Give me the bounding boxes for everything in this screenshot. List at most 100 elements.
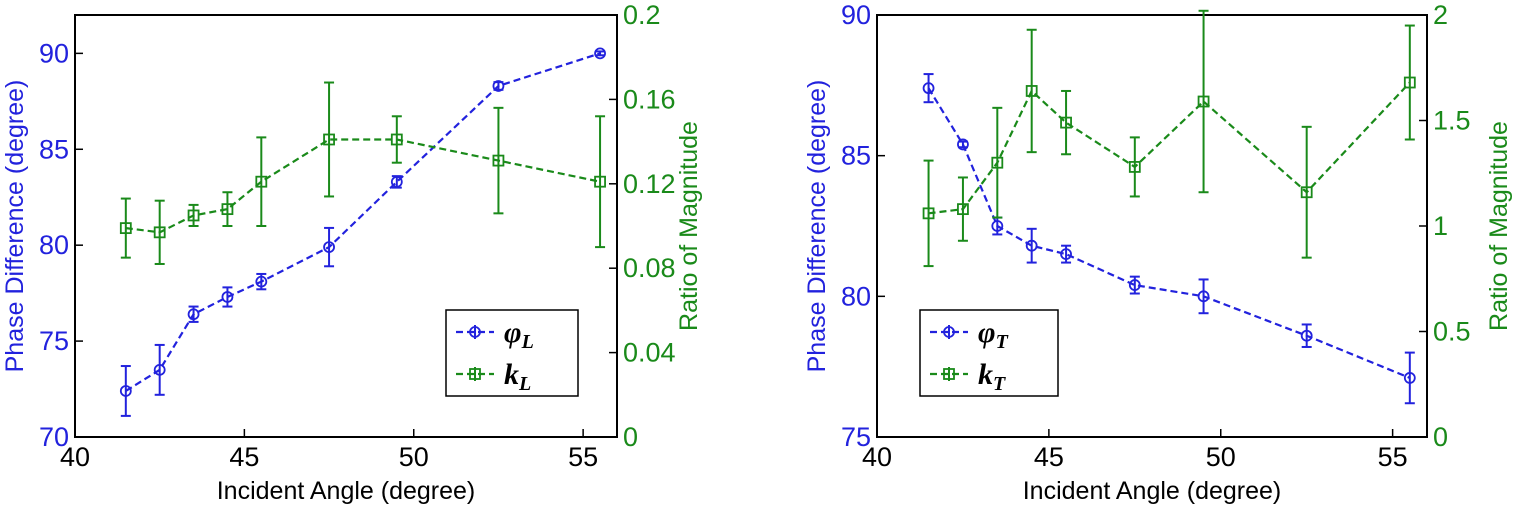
x-tick-label: 55 (568, 442, 598, 472)
right-tick-label: 2 (1433, 0, 1448, 30)
data-point-circle (390, 175, 403, 188)
data-point-circle (1300, 329, 1313, 342)
legend-marker-circle (943, 326, 955, 338)
data-point-square (1197, 95, 1210, 108)
data-point-circle (1197, 290, 1210, 303)
data-point-circle (957, 138, 969, 151)
data-point-square (1025, 85, 1038, 97)
right-tick-label: 0.12 (623, 169, 676, 199)
chart-right-transverse: 75 80 85 90 0 0.5 1 1.5 2 40 45 50 55 Incident Angle … (803, 0, 1513, 505)
left-tick-label: 90 (841, 0, 871, 30)
x-tick-label: 50 (399, 442, 429, 472)
left-tick-label: 85 (841, 141, 871, 171)
left-tick-label: 90 (39, 38, 69, 68)
legend-subscript: T (993, 373, 1006, 395)
left-axis-label: Phase Difference (degree) (1, 80, 29, 373)
left-tick-label: 85 (39, 134, 69, 164)
legend-entry: kL (456, 358, 531, 395)
data-point-square (957, 203, 969, 216)
right-tick-label: 0.08 (623, 253, 676, 283)
data-point-square (1300, 186, 1313, 199)
data-point-circle (1403, 372, 1416, 384)
legend-entry: φT (930, 316, 1009, 353)
legend-symbol: φ (978, 316, 996, 349)
right-tick-label: 0 (623, 422, 638, 452)
legend-symbol: k (504, 358, 519, 391)
legend-symbol: k (978, 358, 993, 391)
legend-label: kL (504, 358, 531, 395)
data-point-circle (255, 275, 268, 288)
legend-marker-circle (469, 326, 481, 338)
series-phase-difference (119, 47, 606, 417)
data-point-square (922, 207, 935, 220)
data-point-circle (153, 363, 166, 376)
data-point-circle (492, 80, 505, 92)
right-axis-label: Ratio of Magnitude (1485, 121, 1513, 331)
data-point-square (119, 222, 132, 235)
x-tick-label: 45 (229, 442, 259, 472)
left-tick-label: 70 (39, 422, 69, 452)
data-point-square (187, 209, 200, 222)
data-point-circle (1025, 239, 1038, 252)
x-tick-label: 50 (1206, 442, 1236, 472)
data-point-circle (991, 220, 1004, 232)
legend-symbol: φ (504, 316, 522, 349)
data-point-square (255, 175, 268, 188)
series-ratio-of-magnitude (119, 81, 606, 265)
data-point-circle (323, 241, 335, 254)
right-axis-label: Ratio of Magnitude (675, 121, 703, 331)
x-tick-label: 40 (60, 442, 90, 472)
right-tick-label: 1 (1433, 211, 1448, 241)
legend-subscript: T (996, 331, 1009, 353)
right-tick-label: 0 (1433, 422, 1448, 452)
data-point-square (390, 133, 403, 146)
x-axis-label: Incident Angle (degree) (217, 477, 476, 505)
series-ratio-of-magnitude (922, 9, 1416, 268)
left-tick-label: 80 (39, 230, 69, 260)
legend-marker-square (469, 368, 481, 380)
series-line (928, 81, 1411, 215)
data-point-square (594, 175, 606, 188)
legend-label: φL (504, 316, 534, 353)
legend-marker-square (943, 368, 955, 380)
data-point-circle (1128, 279, 1141, 291)
x-tick-label: 55 (1378, 442, 1408, 472)
series-line (125, 138, 601, 234)
data-point-circle (922, 82, 935, 95)
data-point-square (1060, 116, 1072, 129)
legend-entry: kT (930, 358, 1006, 395)
legend-subscript: L (518, 373, 531, 395)
right-tick-label: 0.5 (1433, 317, 1471, 347)
legend-subscript: L (521, 331, 534, 353)
legend-entry: φL (456, 316, 534, 353)
data-point-square (323, 133, 335, 146)
left-axis-label: Phase Difference (degree) (803, 80, 831, 373)
data-point-circle (1060, 248, 1072, 261)
legend-box (445, 309, 579, 397)
data-point-square (153, 226, 166, 239)
data-point-circle (221, 291, 234, 303)
left-tick-label: 75 (841, 422, 871, 452)
x-tick-label: 45 (1034, 442, 1064, 472)
data-point-circle (594, 47, 606, 60)
left-tick-label: 80 (841, 281, 871, 311)
data-point-square (1128, 161, 1141, 173)
chart-left-longitudinal: 70 75 80 85 90 0 0.04 0.08 0.12 0.16 0.2 40 45 50 55 In… (1, 0, 703, 505)
data-point-square (991, 156, 1004, 169)
right-tick-label: 1.5 (1433, 106, 1471, 136)
legend-label: kT (978, 358, 1006, 395)
right-tick-label: 0.04 (623, 338, 676, 368)
data-point-square (221, 203, 234, 216)
data-point-square (1403, 76, 1416, 89)
x-axis-label: Incident Angle (degree) (1023, 477, 1282, 505)
data-point-square (492, 154, 505, 167)
right-tick-label: 0.2 (623, 0, 661, 30)
plot-frame (74, 14, 618, 438)
left-tick-label: 75 (39, 326, 69, 356)
x-tick-label: 40 (862, 442, 892, 472)
legend-label: φT (978, 316, 1009, 353)
data-point-circle (187, 308, 200, 321)
